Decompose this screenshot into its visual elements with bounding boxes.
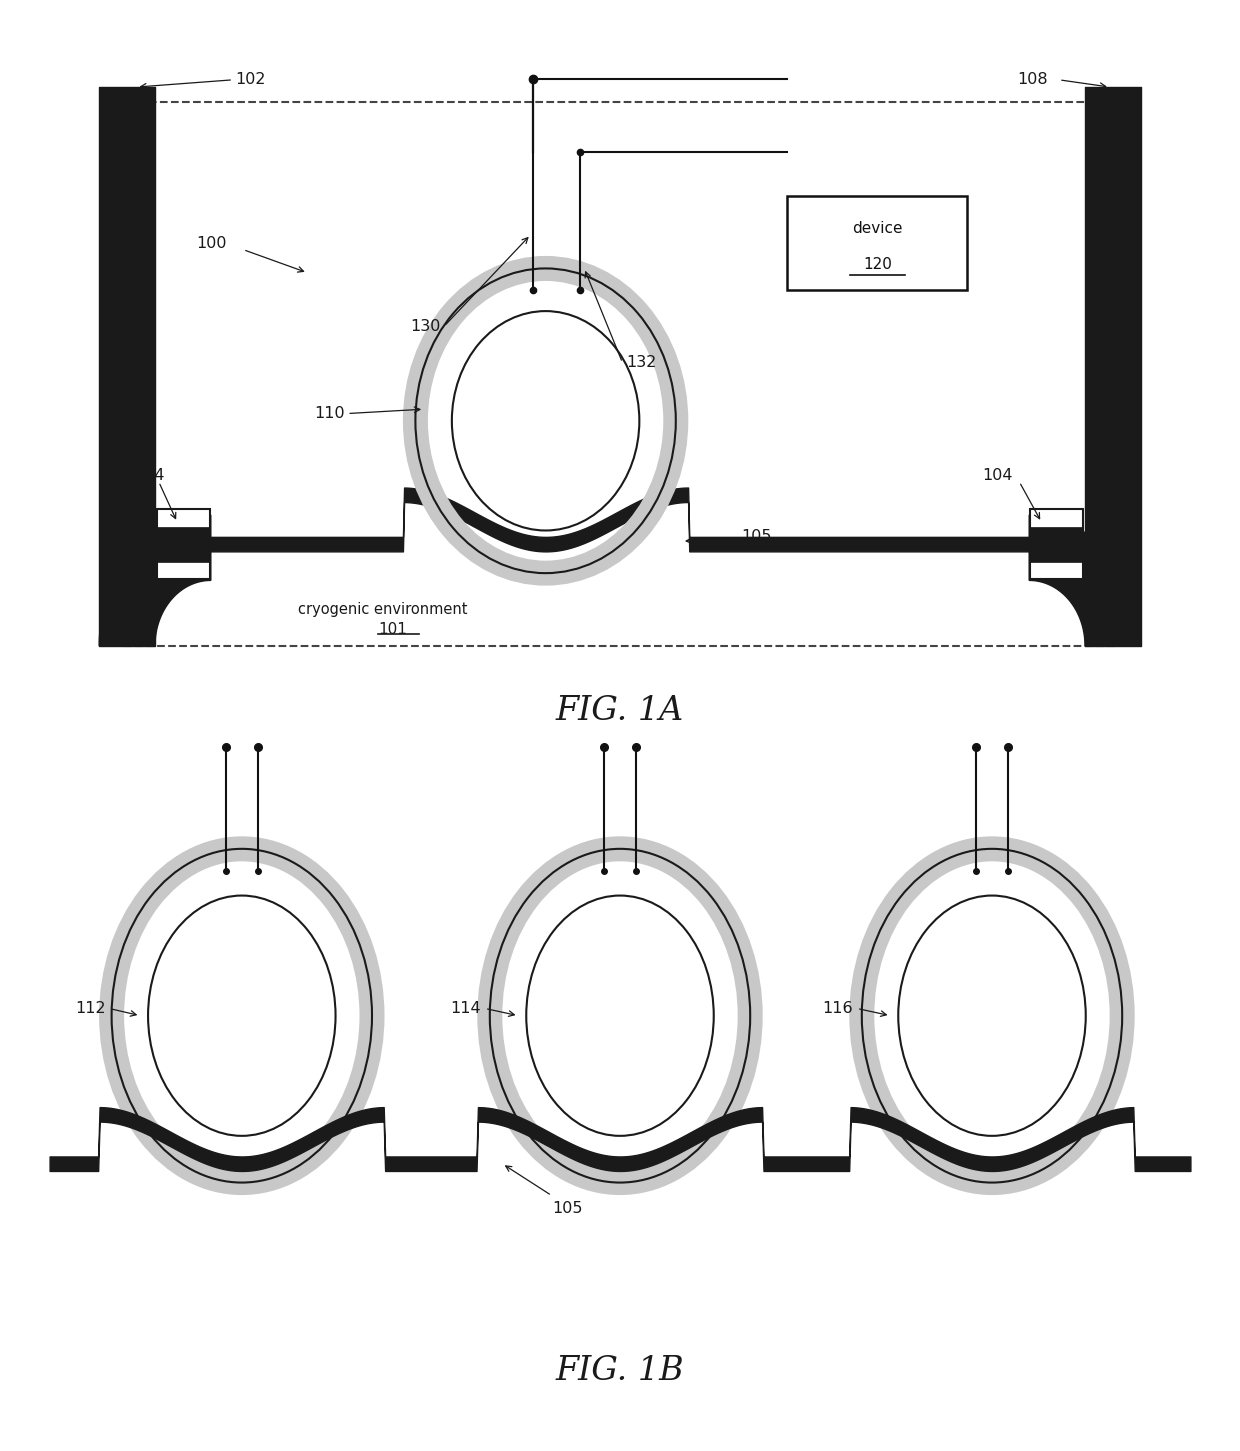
Bar (157, 527, 210, 562)
Text: FIG. 1B: FIG. 1B (556, 1355, 684, 1387)
Text: 112: 112 (74, 1001, 105, 1016)
Text: 104: 104 (134, 469, 165, 483)
Text: 116: 116 (822, 1001, 853, 1016)
Bar (787, 196, 967, 290)
Text: 100: 100 (196, 237, 227, 251)
Text: 132: 132 (626, 355, 656, 370)
Text: FIG. 1A: FIG. 1A (556, 695, 684, 727)
Polygon shape (1029, 515, 1141, 646)
Text: 130: 130 (410, 319, 440, 334)
Text: 120: 120 (863, 257, 892, 273)
Text: 110: 110 (314, 406, 345, 421)
Text: 108: 108 (1017, 73, 1048, 87)
Bar (157, 509, 210, 579)
Text: 114: 114 (450, 1001, 481, 1016)
Text: 105: 105 (742, 530, 773, 544)
Bar (1030, 509, 1083, 579)
Text: cryogenic environment: cryogenic environment (298, 602, 467, 617)
Text: 105: 105 (552, 1201, 583, 1216)
Text: 101: 101 (378, 622, 407, 637)
Text: device: device (852, 221, 903, 237)
Bar (124, 102, 1116, 646)
Text: 102: 102 (236, 73, 267, 87)
Polygon shape (99, 515, 211, 646)
Text: 104: 104 (982, 469, 1013, 483)
Bar (1030, 527, 1083, 562)
